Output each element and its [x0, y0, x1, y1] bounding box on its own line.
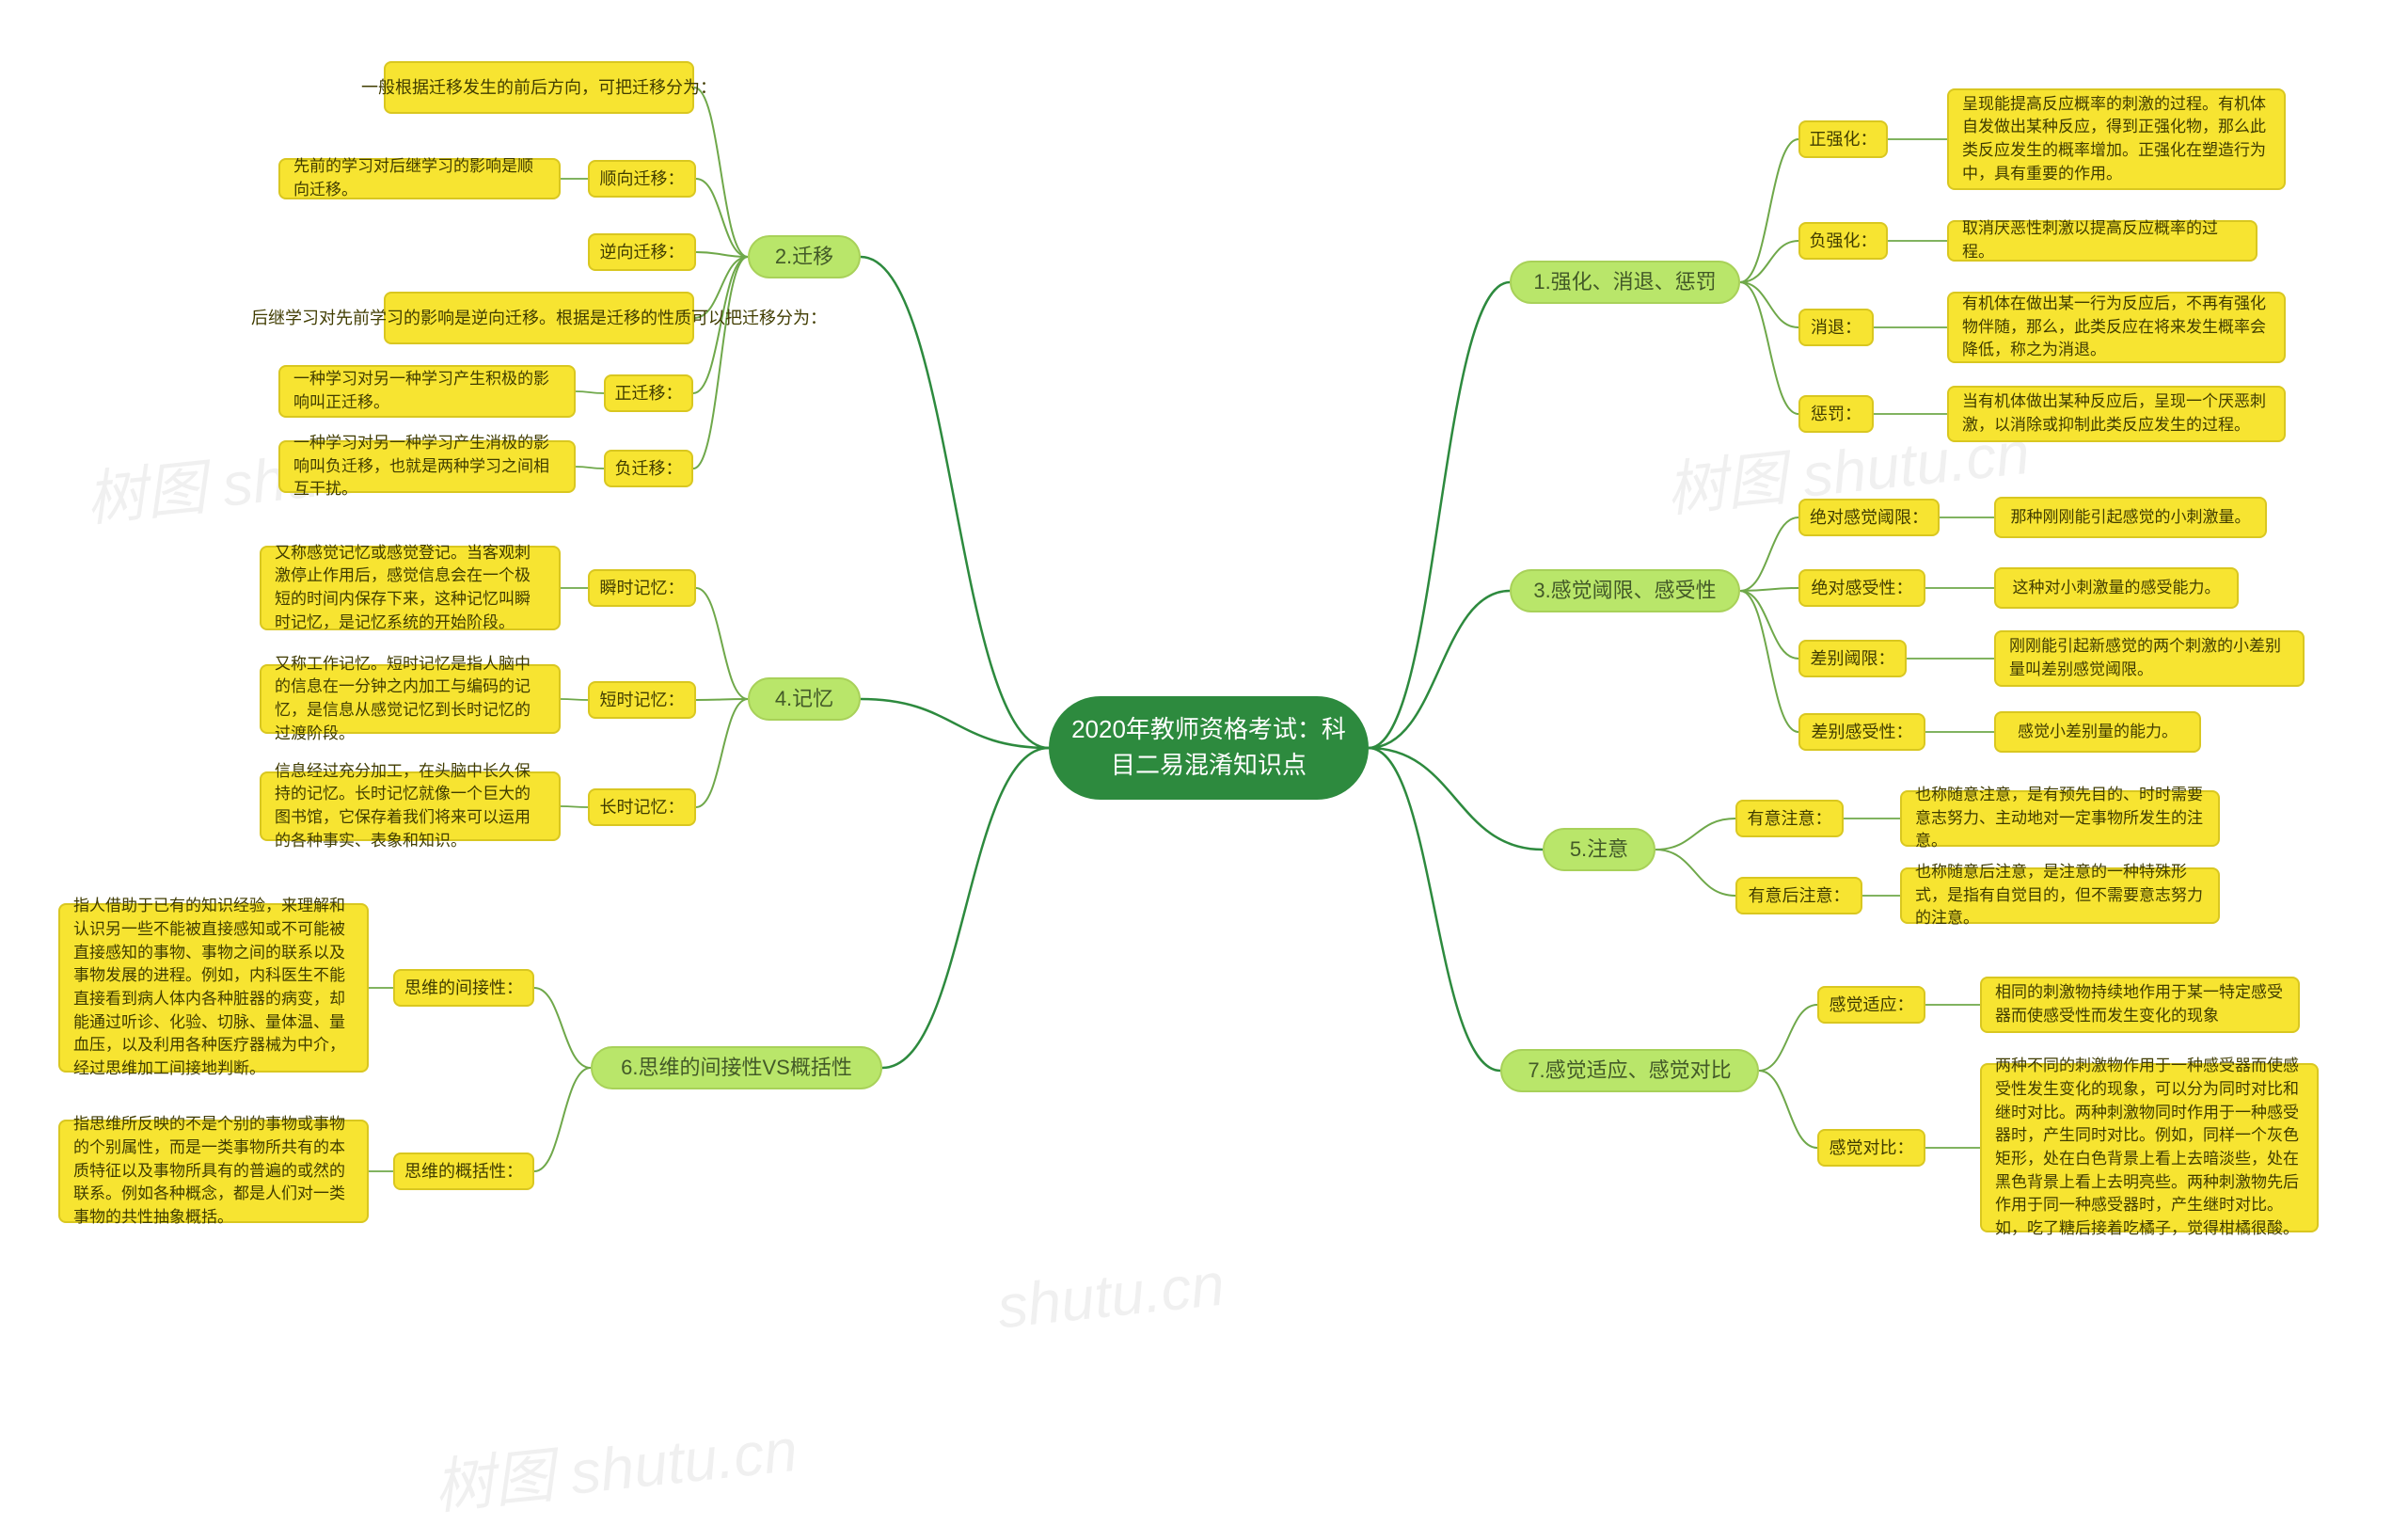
- sub-b3s4: 差别感受性：: [1798, 713, 1925, 751]
- leaf-b6s2l: 指思维所反映的不是个别的事物或事物的个别属性，而是一类事物所共有的本质特征以及事…: [58, 1120, 369, 1223]
- branch-b6: 6.思维的间接性VS概括性: [591, 1046, 882, 1089]
- leaf-b1s1l: 呈现能提高反应概率的刺激的过程。有机体自发做出某种反应，得到正强化物，那么此类反…: [1947, 88, 2286, 190]
- sub-b3s2: 绝对感受性：: [1798, 569, 1925, 607]
- leaf-b6s1l: 指人借助于已有的知识经验，来理解和认识另一些不能被直接感知或不可能被直接感知的事…: [58, 903, 369, 1073]
- sub-b1s4: 惩罚：: [1798, 395, 1874, 433]
- leaf-b5s1l: 也称随意注意，是有预先目的、时时需要意志努力、主动地对一定事物所发生的注意。: [1900, 790, 2220, 847]
- leaf-b4s2l: 又称工作记忆。短时记忆是指人脑中的信息在一分钟之内加工与编码的记忆，是信息从感觉…: [260, 664, 561, 734]
- leaf-b7s2l: 两种不同的刺激物作用于一种感受器而使感受性发生变化的现象，可以分为同时对比和继时…: [1980, 1063, 2319, 1232]
- sub-b2s5: 正迁移：: [604, 374, 693, 412]
- leaf-b5s2l: 也称随意后注意，是注意的一种特殊形式，是指有自觉目的，但不需要意志努力的注意。: [1900, 867, 2220, 924]
- sub-b7s2: 感觉对比：: [1817, 1129, 1925, 1167]
- watermark: shutu.cn: [994, 1249, 1228, 1343]
- sub-b1s1: 正强化：: [1798, 120, 1888, 158]
- center-node: 2020年教师资格考试：科目二易混淆知识点: [1049, 696, 1369, 800]
- leaf-b3s2l: 这种对小刺激量的感受能力。: [1994, 567, 2239, 609]
- branch-b3: 3.感觉阈限、感受性: [1510, 569, 1740, 612]
- sub-b2s4: 后继学习对先前学习的影响是逆向迁移。根据是迁移的性质可以把迁移分为：: [384, 292, 694, 344]
- leaf-b1s2l: 取消厌恶性刺激以提高反应概率的过程。: [1947, 220, 2258, 262]
- sub-b6s2: 思维的概括性：: [393, 1152, 534, 1190]
- sub-b2s2: 顺向迁移：: [588, 160, 696, 198]
- leaf-b1s3l: 有机体在做出某一行为反应后，不再有强化物伴随，那么，此类反应在将来发生概率会降低…: [1947, 292, 2286, 363]
- sub-b3s3: 差别阈限：: [1798, 640, 1907, 677]
- sub-b7s1: 感觉适应：: [1817, 986, 1925, 1024]
- branch-b7: 7.感觉适应、感觉对比: [1500, 1049, 1759, 1092]
- leaf-b2s6l: 一种学习对另一种学习产生消极的影响叫负迁移，也就是两种学习之间相互干扰。: [278, 440, 576, 493]
- sub-b5s1: 有意注意：: [1735, 800, 1844, 837]
- leaf-b3s3l: 刚刚能引起新感觉的两个刺激的小差别量叫差别感觉阈限。: [1994, 630, 2305, 687]
- branch-b5: 5.注意: [1543, 828, 1656, 871]
- sub-b5s2: 有意后注意：: [1735, 877, 1862, 914]
- leaf-b2s2l: 先前的学习对后继学习的影响是顺向迁移。: [278, 158, 561, 199]
- sub-b2s3: 逆向迁移：: [588, 233, 696, 271]
- watermark: 树图 shutu.cn: [429, 1402, 800, 1526]
- sub-b3s1: 绝对感觉阈限：: [1798, 499, 1940, 536]
- leaf-b3s4l: 感觉小差别量的能力。: [1994, 711, 2201, 753]
- sub-b2s1: 一般根据迁移发生的前后方向，可把迁移分为：: [384, 61, 694, 114]
- sub-b1s3: 消退：: [1798, 309, 1874, 346]
- sub-b1s2: 负强化：: [1798, 222, 1888, 260]
- branch-b4: 4.记忆: [748, 677, 861, 721]
- leaf-b3s1l: 那种刚刚能引起感觉的小刺激量。: [1994, 497, 2267, 538]
- sub-b6s1: 思维的间接性：: [393, 969, 534, 1007]
- sub-b4s2: 短时记忆：: [588, 681, 696, 719]
- sub-b2s6: 负迁移：: [604, 450, 693, 487]
- leaf-b1s4l: 当有机体做出某种反应后，呈现一个厌恶刺激，以消除或抑制此类反应发生的过程。: [1947, 386, 2286, 442]
- branch-b2: 2.迁移: [748, 235, 861, 278]
- leaf-b4s3l: 信息经过充分加工，在头脑中长久保持的记忆。长时记忆就像一个巨大的图书馆，它保存着…: [260, 771, 561, 841]
- branch-b1: 1.强化、消退、惩罚: [1510, 261, 1740, 304]
- sub-b4s3: 长时记忆：: [588, 788, 696, 826]
- leaf-b4s1l: 又称感觉记忆或感觉登记。当客观刺激停止作用后，感觉信息会在一个极短的时间内保存下…: [260, 546, 561, 630]
- leaf-b2s5l: 一种学习对另一种学习产生积极的影响叫正迁移。: [278, 365, 576, 418]
- leaf-b7s1l: 相同的刺激物持续地作用于某一特定感受器而使感受性而发生变化的现象: [1980, 977, 2300, 1033]
- sub-b4s1: 瞬时记忆：: [588, 569, 696, 607]
